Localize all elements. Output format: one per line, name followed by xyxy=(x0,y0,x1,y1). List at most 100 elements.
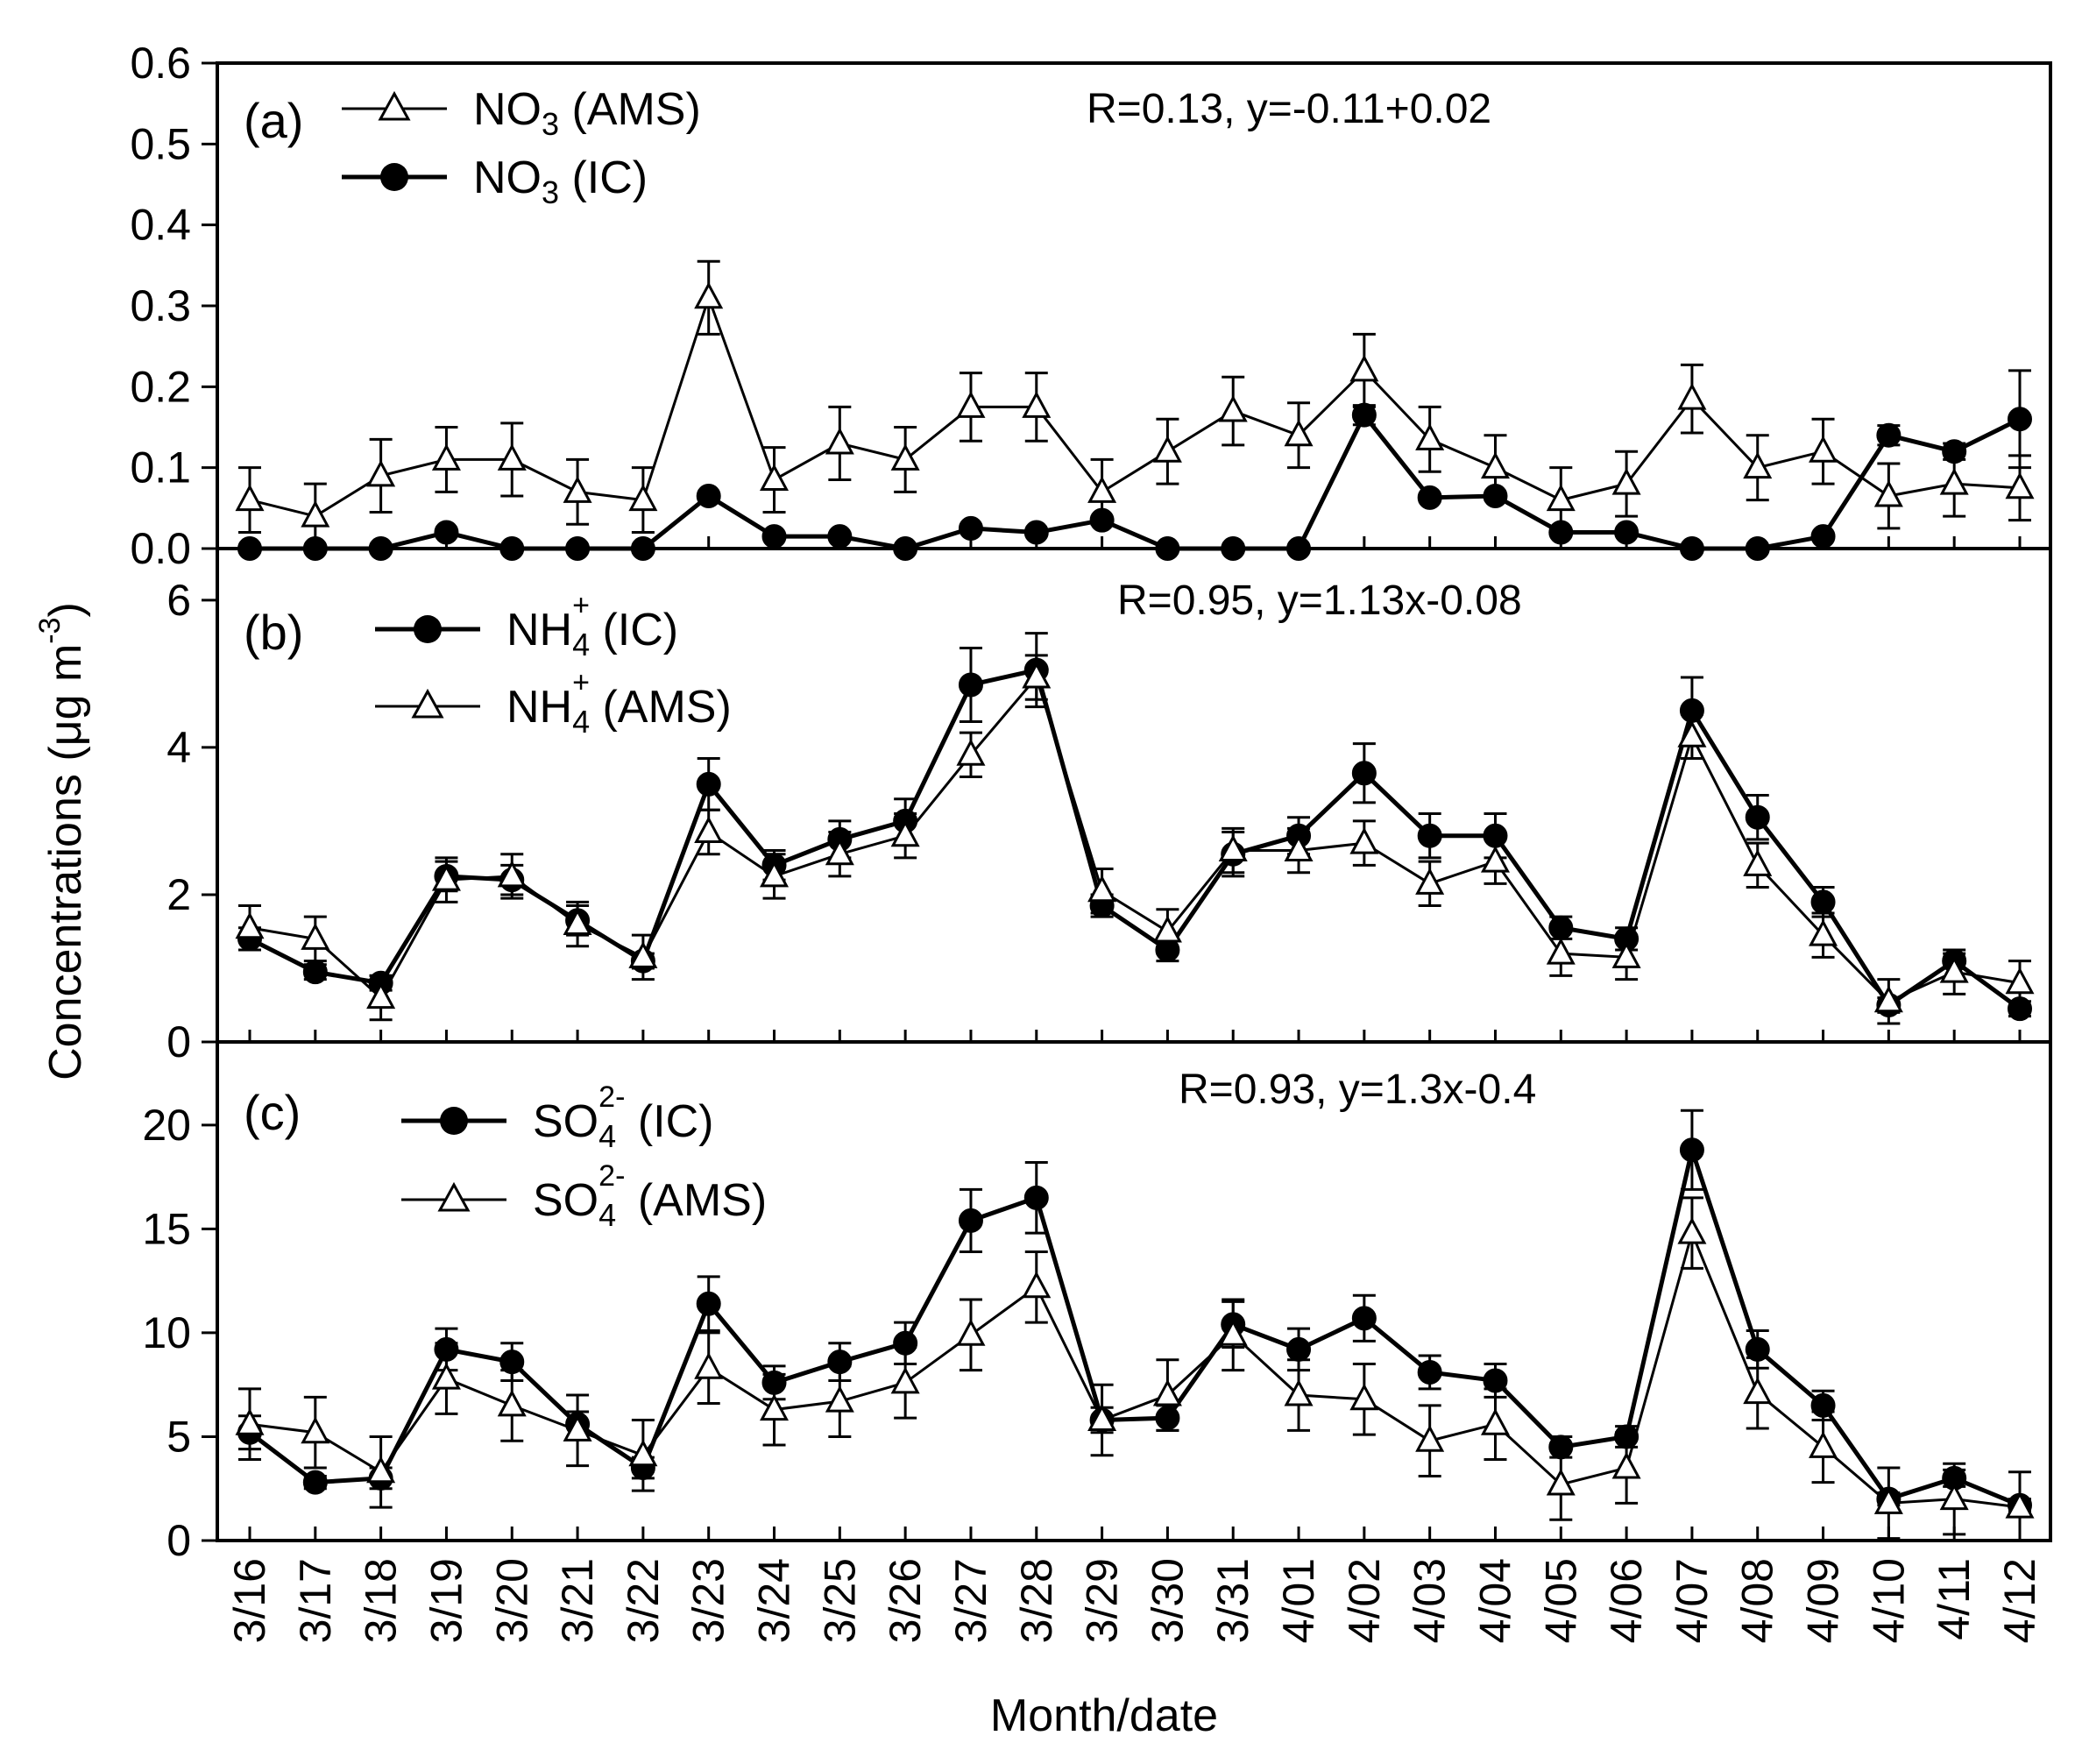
legend-label: NH4+ (IC) xyxy=(506,589,678,662)
data-point xyxy=(301,499,330,528)
data-point xyxy=(1087,1404,1117,1431)
data-point xyxy=(1611,1451,1641,1479)
data-point xyxy=(1546,938,1576,965)
data-point xyxy=(1810,524,1836,549)
data-point xyxy=(825,838,854,866)
y-axis-title-unit: μg m xyxy=(40,644,91,747)
data-point xyxy=(1218,394,1248,422)
data-point xyxy=(760,464,790,492)
data-point xyxy=(956,739,986,766)
data-point xyxy=(1942,439,1967,464)
data-point xyxy=(696,483,721,508)
data-point xyxy=(2005,1491,2035,1519)
data-point xyxy=(434,520,459,545)
x-tick-label: 4/10 xyxy=(1864,1558,1913,1643)
series-no3-ams- xyxy=(235,259,2035,549)
x-tick-label: 3/28 xyxy=(1012,1558,1061,1643)
data-point xyxy=(431,1362,461,1390)
x-tick-label: 3/29 xyxy=(1078,1558,1127,1643)
data-point xyxy=(1022,1271,1052,1299)
x-tick-label: 4/06 xyxy=(1602,1558,1651,1643)
data-point xyxy=(1480,845,1510,873)
panel-b: 0 2 4 6 (b) R=0.95, y=1.13x-0.08 NH4+ (IC)NH4+… xyxy=(166,547,2052,1066)
data-point xyxy=(302,1470,328,1495)
y-tick-label: 0.3 xyxy=(130,281,191,330)
data-point xyxy=(1415,423,1445,450)
y-tick-label: 0.5 xyxy=(130,119,191,168)
data-point xyxy=(958,1208,983,1233)
data-point xyxy=(1546,484,1576,512)
data-point xyxy=(1218,1319,1248,1346)
x-tick-label: 4/08 xyxy=(1733,1558,1782,1643)
y-tick-label: 20 xyxy=(142,1101,191,1150)
x-tick-label: 3/26 xyxy=(881,1558,930,1643)
legend-label: SO42- (IC) xyxy=(533,1080,714,1154)
x-tick-label: 3/22 xyxy=(619,1558,668,1643)
y-tick-label: 0 xyxy=(166,1017,191,1066)
x-tick-label: 4/03 xyxy=(1406,1558,1455,1643)
data-point xyxy=(1284,419,1314,447)
data-point xyxy=(2008,407,2032,432)
data-point xyxy=(696,1291,721,1316)
data-point xyxy=(1679,1137,1704,1163)
data-point xyxy=(302,960,328,985)
x-tick-label: 4/04 xyxy=(1470,1558,1519,1643)
x-tick-label: 3/31 xyxy=(1208,1558,1257,1643)
data-point xyxy=(694,816,724,844)
panel-a: 0.0 0.1 0.2 0.3 0.4 0.5 0.6 (a) R=0.13, y=-0.11+… xyxy=(130,39,2052,573)
data-point xyxy=(956,1319,986,1346)
data-point xyxy=(366,459,396,487)
data-point xyxy=(1873,479,1903,507)
legend-marker xyxy=(411,688,444,719)
legend-marker xyxy=(378,90,411,121)
legend-entry: SO42- (AMS) xyxy=(401,1159,767,1233)
data-point xyxy=(563,1414,592,1442)
legend-marker xyxy=(440,1107,468,1135)
data-point xyxy=(1218,834,1248,862)
panel-label: (a) xyxy=(244,93,303,148)
data-point xyxy=(1611,467,1641,495)
x-axis-title: Month/date xyxy=(990,1690,1218,1741)
series-nh4-ams- xyxy=(235,654,2035,1025)
data-point xyxy=(1284,834,1314,862)
data-point xyxy=(956,391,986,418)
data-point xyxy=(958,672,983,698)
data-point xyxy=(1873,985,1903,1013)
panel-label: (c) xyxy=(244,1085,301,1140)
data-point xyxy=(1152,915,1182,943)
y-axis-title-prefix: Concentrations ( xyxy=(40,746,91,1080)
data-point xyxy=(825,427,854,455)
y-tick-label: 0.2 xyxy=(130,362,191,411)
series-line xyxy=(248,1141,2021,1508)
data-point xyxy=(827,524,853,549)
data-point xyxy=(1611,941,1641,968)
data-point xyxy=(1480,451,1510,479)
data-point xyxy=(497,443,527,471)
data-point xyxy=(1614,520,1639,545)
x-tick-label: 4/11 xyxy=(1930,1558,1979,1640)
data-point xyxy=(1152,436,1182,463)
data-point xyxy=(497,860,527,888)
data-point xyxy=(694,1352,724,1379)
x-tick-label: 3/23 xyxy=(684,1558,733,1643)
data-point xyxy=(628,941,658,968)
data-point xyxy=(1480,1408,1510,1435)
data-point xyxy=(1351,761,1377,786)
legend-entry: NO3 (IC) xyxy=(342,152,648,210)
data-point xyxy=(1417,485,1442,510)
data-point xyxy=(497,1389,527,1417)
data-point xyxy=(431,443,461,471)
data-point xyxy=(760,860,790,888)
x-tick-label: 3/27 xyxy=(946,1558,995,1643)
y-tick-label: 5 xyxy=(166,1412,191,1461)
data-point xyxy=(235,911,265,939)
series-line xyxy=(249,674,2021,1003)
data-point xyxy=(1417,1359,1442,1385)
data-point xyxy=(1349,1383,1379,1411)
legend-marker xyxy=(380,163,408,191)
data-point xyxy=(890,443,920,471)
data-point xyxy=(1351,402,1377,428)
x-tick-label: 4/09 xyxy=(1799,1558,1848,1643)
x-tick-label: 3/20 xyxy=(487,1558,536,1643)
